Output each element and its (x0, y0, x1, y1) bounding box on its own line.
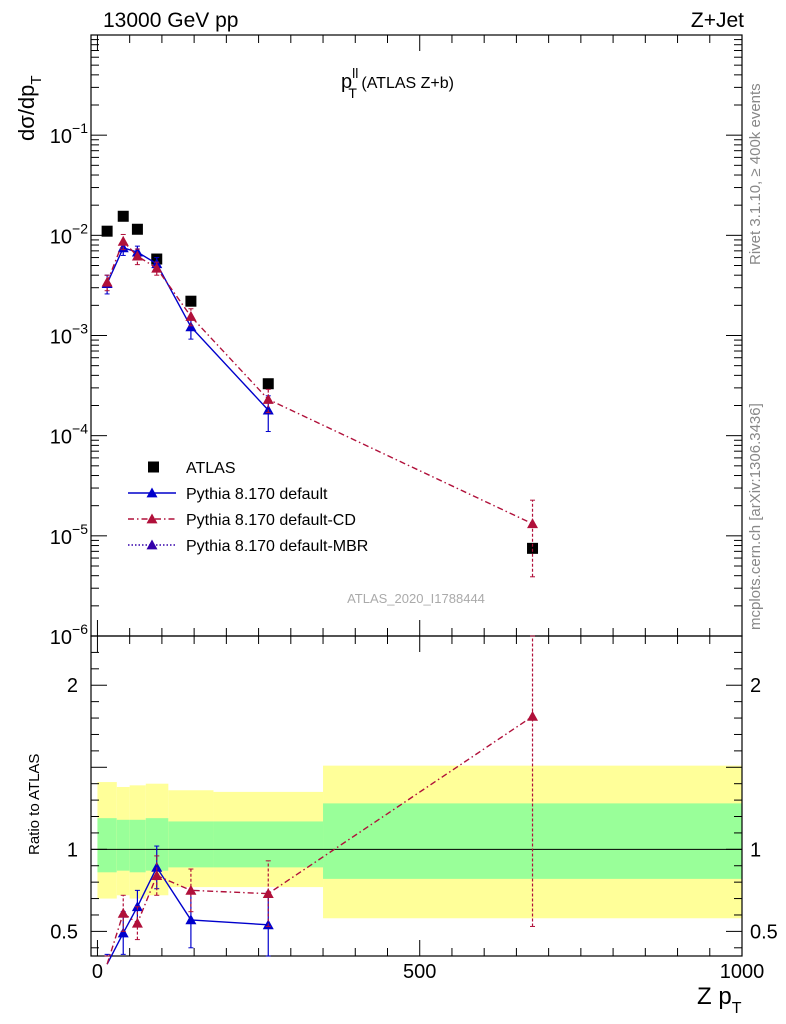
plot-title-main: p (341, 71, 352, 93)
main-series-2-point (117, 235, 129, 246)
legend-marker-1 (146, 487, 158, 498)
ratio-y-tick-label-right: 1 (750, 839, 761, 861)
legend-label-2: Pythia 8.170 default-CD (186, 512, 356, 529)
ratio-x-tick-label: 0 (92, 961, 103, 983)
main-series-2-point (151, 262, 163, 273)
x-axis-label-sub: T (732, 1000, 742, 1017)
main-series-2-point (101, 276, 113, 287)
plot-title: pll T (ATLAS Z+b) (341, 65, 454, 101)
band-inner-1 (116, 819, 130, 871)
ratio-y-tick-label: 1 (67, 839, 78, 861)
ratio-x-tick-label: 500 (403, 961, 436, 983)
mcplots-label: mcplots.cern.ch [arXiv:1306.3436] (747, 403, 764, 630)
ratio-y-tick-label-right: 2 (750, 675, 761, 697)
legend-marker-0 (148, 461, 159, 473)
main-series-1-point (262, 404, 274, 415)
main-y-tick-label-exponent: −4 (72, 421, 88, 437)
main-y-tick-label-base: 10 (50, 427, 72, 449)
plot-title-superscript: ll (352, 65, 358, 81)
main-y-tick-label: 10−5 (50, 521, 88, 549)
ratio-series-0-point (151, 861, 163, 872)
analysis-watermark: ATLAS_2020_I1788444 (347, 591, 485, 606)
main-y-tick-label-exponent: −5 (72, 521, 88, 537)
main-y-tick-label-exponent: −1 (72, 120, 88, 136)
main-series-1-line (106, 247, 269, 411)
legend: ATLAS Pythia 8.170 default Pythia 8.170 de… (128, 460, 368, 555)
main-y-tick-label: 10−6 (50, 621, 88, 649)
band-inner-2 (129, 819, 146, 873)
ratio-panel-frame (90, 635, 743, 957)
ratio-series-1-point (117, 907, 129, 918)
ratio-series-1-point (527, 710, 539, 721)
ratio-series-0-point (185, 914, 197, 925)
rivet-label: Rivet 3.1.10, ≥ 400k events (747, 83, 764, 265)
ratio-y-tick-label-right: 0.5 (750, 921, 778, 943)
plot-title-subscript: T (348, 85, 357, 101)
legend-label-0: ATLAS (186, 460, 236, 477)
main-series-1-point (185, 321, 197, 332)
band-inner-3 (145, 818, 169, 871)
main-series-0-point (131, 223, 143, 235)
main-y-tick-label-base: 10 (50, 226, 72, 248)
legend-label-3: Pythia 8.170 default-MBR (186, 538, 368, 555)
legend-marker-3 (146, 539, 158, 550)
main-y-tick-label-base: 10 (50, 327, 72, 349)
band-inner-4 (168, 821, 214, 868)
main-y-tick-label-exponent: −6 (72, 621, 88, 637)
ratio-series-1-point (185, 884, 197, 895)
plot-title-rest: (ATLAS Z+b) (357, 75, 454, 92)
ratio-series-1-point (262, 888, 274, 899)
ratio-series-1-point (151, 870, 163, 880)
x-axis-label-text: Z p (697, 983, 732, 1010)
ratio-y-tick-label: 0.5 (50, 921, 78, 943)
main-y-tick-label-exponent: −2 (72, 220, 88, 236)
band-inner-5 (213, 821, 324, 868)
main-series-0-point (262, 378, 274, 390)
main-y-tick-label: 10−2 (50, 220, 88, 248)
x-axis-label: Z pT (697, 983, 742, 1017)
ratio-series-0-point (131, 901, 143, 912)
main-y-tick-label-exponent: −3 (72, 321, 88, 337)
main-series-2-point (262, 393, 274, 404)
ratio-x-tick-label: 1000 (720, 961, 765, 983)
main-panel-series (101, 210, 539, 578)
main-y-tick-label: 10−3 (50, 321, 88, 349)
main-series-0-point (527, 542, 539, 554)
legend-marker-2 (146, 513, 158, 524)
main-series-2-line (106, 240, 533, 525)
ratio-panel-series (104, 635, 539, 965)
main-y-tick-label: 10−1 (50, 120, 88, 148)
main-series-0-point (117, 210, 129, 222)
main-series-2-point (527, 518, 539, 529)
main-y-tick-label-base: 10 (50, 627, 72, 649)
legend-label-1: Pythia 8.170 default (186, 486, 328, 503)
ratio-series-1-point (131, 917, 143, 928)
ratio-series-0-line (106, 865, 269, 965)
y-axis-label-main-sub: T (28, 75, 45, 84)
main-series-2-point (131, 250, 143, 261)
main-y-tick-label-base: 10 (50, 126, 72, 148)
y-axis-label-ratio: Ratio to ATLAS (26, 754, 43, 855)
main-series-2-point (185, 310, 197, 321)
main-series-0-point (101, 225, 113, 237)
energy-label: 13000 GeV pp (103, 9, 238, 32)
main-series-0-point (185, 295, 197, 307)
main-y-tick-label-base: 10 (50, 527, 72, 549)
ratio-series-0-point (117, 927, 129, 938)
process-label: Z+Jet (691, 9, 744, 32)
band-inner-0 (97, 818, 117, 873)
ratio-y-tick-label: 2 (67, 675, 78, 697)
y-axis-label-main-text: dσ/dp (14, 85, 39, 141)
y-axis-label-main: dσ/dpT (14, 75, 45, 141)
main-y-tick-label: 10−4 (50, 421, 88, 449)
ratio-uncertainty-bands (91, 765, 742, 919)
